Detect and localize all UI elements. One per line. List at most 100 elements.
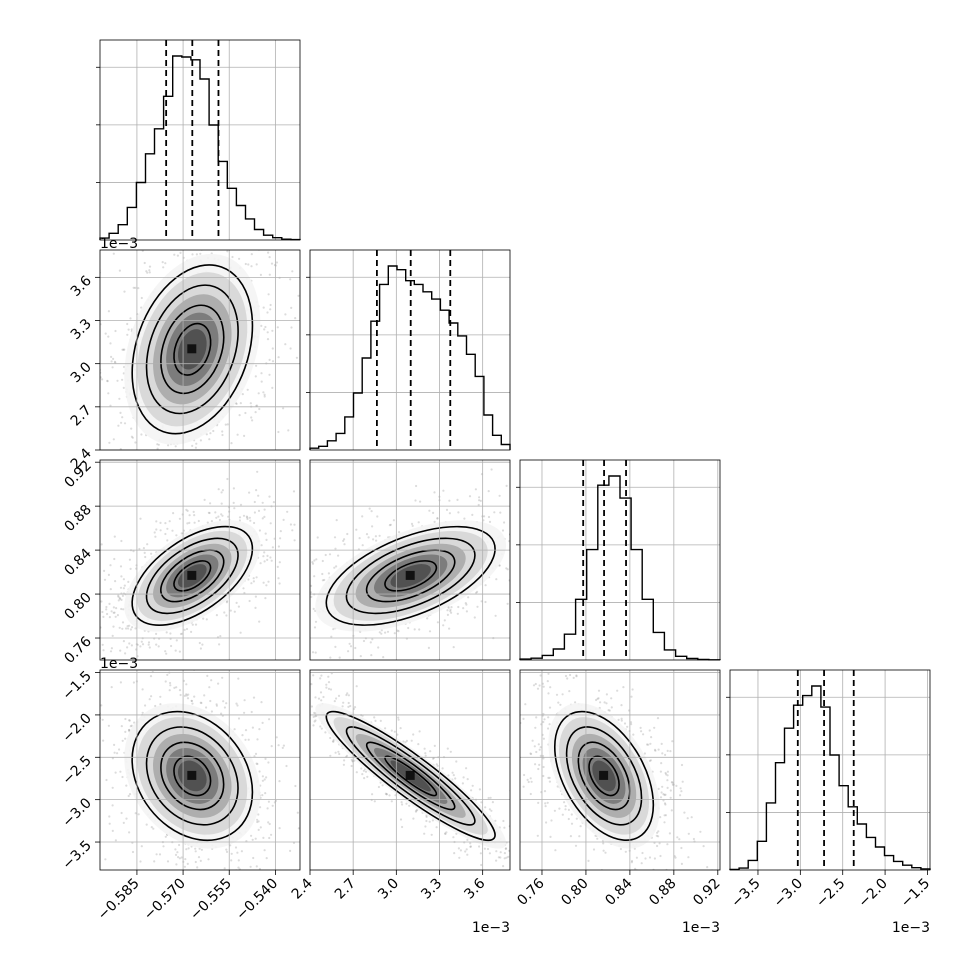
scatter-point bbox=[143, 261, 146, 265]
scatter-point bbox=[450, 606, 453, 609]
scatter-point bbox=[547, 716, 550, 719]
contour-line-1 bbox=[145, 726, 239, 826]
scatter-point bbox=[241, 393, 244, 396]
scatter-point bbox=[134, 441, 137, 444]
scatter-point bbox=[457, 605, 460, 609]
scatter-point bbox=[121, 378, 124, 381]
scatter-point bbox=[196, 866, 199, 869]
scatter-point bbox=[555, 505, 557, 507]
scatter-point bbox=[173, 253, 176, 256]
scatter-point bbox=[456, 612, 459, 615]
scatter-point bbox=[155, 853, 158, 856]
scatter-point bbox=[260, 380, 263, 383]
scatter-point bbox=[109, 564, 112, 567]
scatter-point bbox=[311, 561, 314, 564]
scatter-point bbox=[312, 674, 315, 677]
scatter-point bbox=[263, 393, 266, 396]
scatter-point bbox=[529, 653, 531, 655]
scatter-point bbox=[250, 582, 253, 585]
scatter-point bbox=[166, 527, 169, 530]
scatter-point bbox=[292, 631, 294, 633]
scatter-point bbox=[556, 518, 558, 520]
scatter-point bbox=[311, 651, 315, 654]
scatter-point bbox=[262, 663, 264, 665]
scatter-point bbox=[325, 683, 328, 686]
scatter-point bbox=[281, 687, 283, 689]
scatter-point bbox=[263, 515, 266, 519]
scatter-point bbox=[315, 232, 317, 234]
scatter-point bbox=[153, 452, 155, 454]
scatter-point bbox=[208, 511, 211, 515]
scatter-point bbox=[246, 516, 249, 519]
scatter-point bbox=[281, 746, 284, 750]
scatter-point bbox=[248, 649, 250, 651]
scatter-point bbox=[236, 704, 239, 707]
scatter-point bbox=[223, 867, 226, 870]
scatter-point bbox=[119, 681, 122, 684]
scatter-point bbox=[679, 787, 682, 790]
scatter-point bbox=[249, 402, 252, 405]
scatter-point bbox=[478, 845, 481, 848]
scatter-point bbox=[80, 698, 82, 700]
scatter-point bbox=[219, 635, 222, 638]
scatter-point bbox=[81, 342, 83, 344]
scatter-point bbox=[256, 738, 259, 741]
scatter-point bbox=[462, 776, 465, 779]
scatter-point bbox=[243, 711, 246, 714]
scatter-point bbox=[296, 647, 298, 649]
scatter-point bbox=[88, 360, 90, 362]
scatter-point bbox=[410, 739, 413, 742]
scatter-point bbox=[572, 497, 574, 499]
scatter-point bbox=[296, 811, 299, 814]
scatter-point bbox=[423, 832, 426, 835]
scatter-point bbox=[522, 507, 524, 509]
scatter-point bbox=[121, 416, 124, 419]
scatter-point bbox=[230, 852, 233, 855]
scatter-point bbox=[486, 847, 490, 851]
scatter-point bbox=[314, 620, 318, 623]
scatter-point bbox=[282, 678, 284, 680]
scatter-point bbox=[284, 446, 286, 448]
scatter-point bbox=[128, 719, 131, 722]
scatter-point bbox=[276, 326, 279, 329]
scatter-point bbox=[188, 521, 191, 525]
scatter-point bbox=[358, 537, 361, 540]
scatter-point bbox=[325, 376, 327, 378]
scatter-point bbox=[167, 444, 170, 447]
scatter-point bbox=[103, 569, 106, 573]
scatter-point bbox=[373, 716, 376, 719]
scatter-point bbox=[124, 737, 127, 740]
panel-3-1 bbox=[248, 649, 510, 868]
scatter-point bbox=[148, 271, 151, 274]
scatter-point bbox=[534, 682, 537, 686]
scatter-point bbox=[506, 602, 509, 605]
scatter-point bbox=[257, 509, 261, 512]
scatter-point bbox=[329, 754, 332, 757]
scatter-point bbox=[192, 510, 195, 513]
scatter-point bbox=[425, 819, 428, 823]
scatter-point bbox=[140, 673, 142, 675]
scatter-point bbox=[140, 433, 143, 436]
scatter-point bbox=[220, 224, 222, 226]
scatter-point bbox=[144, 660, 146, 662]
scatter-point bbox=[150, 695, 153, 698]
scatter-point bbox=[346, 532, 349, 536]
scatter-point bbox=[221, 514, 224, 517]
scatter-point bbox=[150, 662, 152, 664]
scatter-point bbox=[663, 821, 666, 824]
scatter-point bbox=[330, 635, 333, 638]
scatter-point bbox=[128, 728, 131, 732]
scatter-point bbox=[266, 554, 269, 558]
scatter-point bbox=[126, 333, 129, 336]
scatter-point bbox=[530, 519, 532, 521]
scatter-point bbox=[180, 856, 183, 859]
scatter-point bbox=[452, 774, 455, 777]
scatter-point bbox=[130, 644, 133, 647]
scatter-point bbox=[181, 901, 183, 903]
scatter-point bbox=[229, 247, 231, 249]
scatter-point bbox=[190, 630, 193, 634]
scatter-point bbox=[290, 326, 293, 329]
scatter-point bbox=[250, 220, 252, 222]
scatter-point bbox=[547, 727, 550, 730]
scatter-point bbox=[258, 407, 261, 411]
